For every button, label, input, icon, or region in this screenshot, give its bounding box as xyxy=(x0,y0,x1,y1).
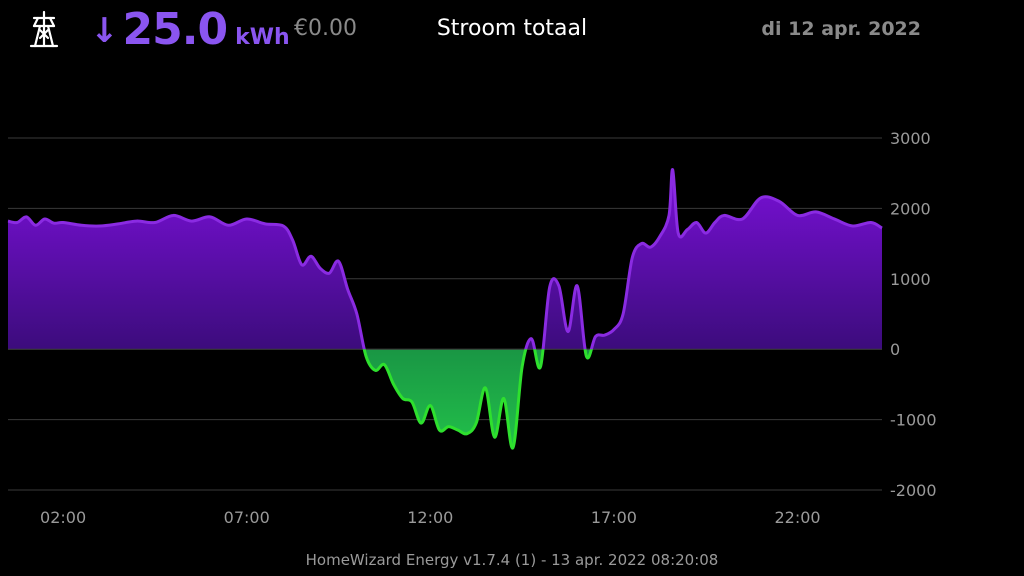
footer-version: HomeWizard Energy v1.7.4 (1) - 13 apr. 2… xyxy=(305,551,719,569)
export-series-line xyxy=(362,349,593,450)
x-tick-label: 02:00 xyxy=(40,508,86,527)
date-label[interactable]: di 12 apr. 2022 xyxy=(761,18,921,40)
y-tick-label: 0 xyxy=(890,340,900,359)
import-area xyxy=(8,169,882,350)
y-tick-label: 2000 xyxy=(890,199,931,218)
y-tick-label: 3000 xyxy=(890,129,931,148)
header-bar: ↓ 25.0 kWh €0.00 Stroom totaal di 12 apr… xyxy=(0,0,1024,64)
energy-value: 25.0 xyxy=(122,4,229,55)
x-tick-label: 12:00 xyxy=(407,508,453,527)
y-tick-label: -2000 xyxy=(890,481,937,500)
export-area xyxy=(364,349,592,448)
arrow-down-icon: ↓ xyxy=(90,11,119,51)
energy-total: ↓ 25.0 kWh xyxy=(90,4,290,55)
cost-value: €0.00 xyxy=(294,16,357,41)
import-series-line xyxy=(7,168,883,350)
energy-unit: kWh xyxy=(235,25,290,50)
x-tick-label: 07:00 xyxy=(224,508,270,527)
page-title: Stroom totaal xyxy=(436,16,588,41)
y-tick-label: 1000 xyxy=(890,270,931,289)
y-tick-label: -1000 xyxy=(890,411,937,430)
x-tick-label: 22:00 xyxy=(774,508,820,527)
power-pylon-icon[interactable] xyxy=(28,10,60,48)
x-tick-label: 17:00 xyxy=(591,508,637,527)
